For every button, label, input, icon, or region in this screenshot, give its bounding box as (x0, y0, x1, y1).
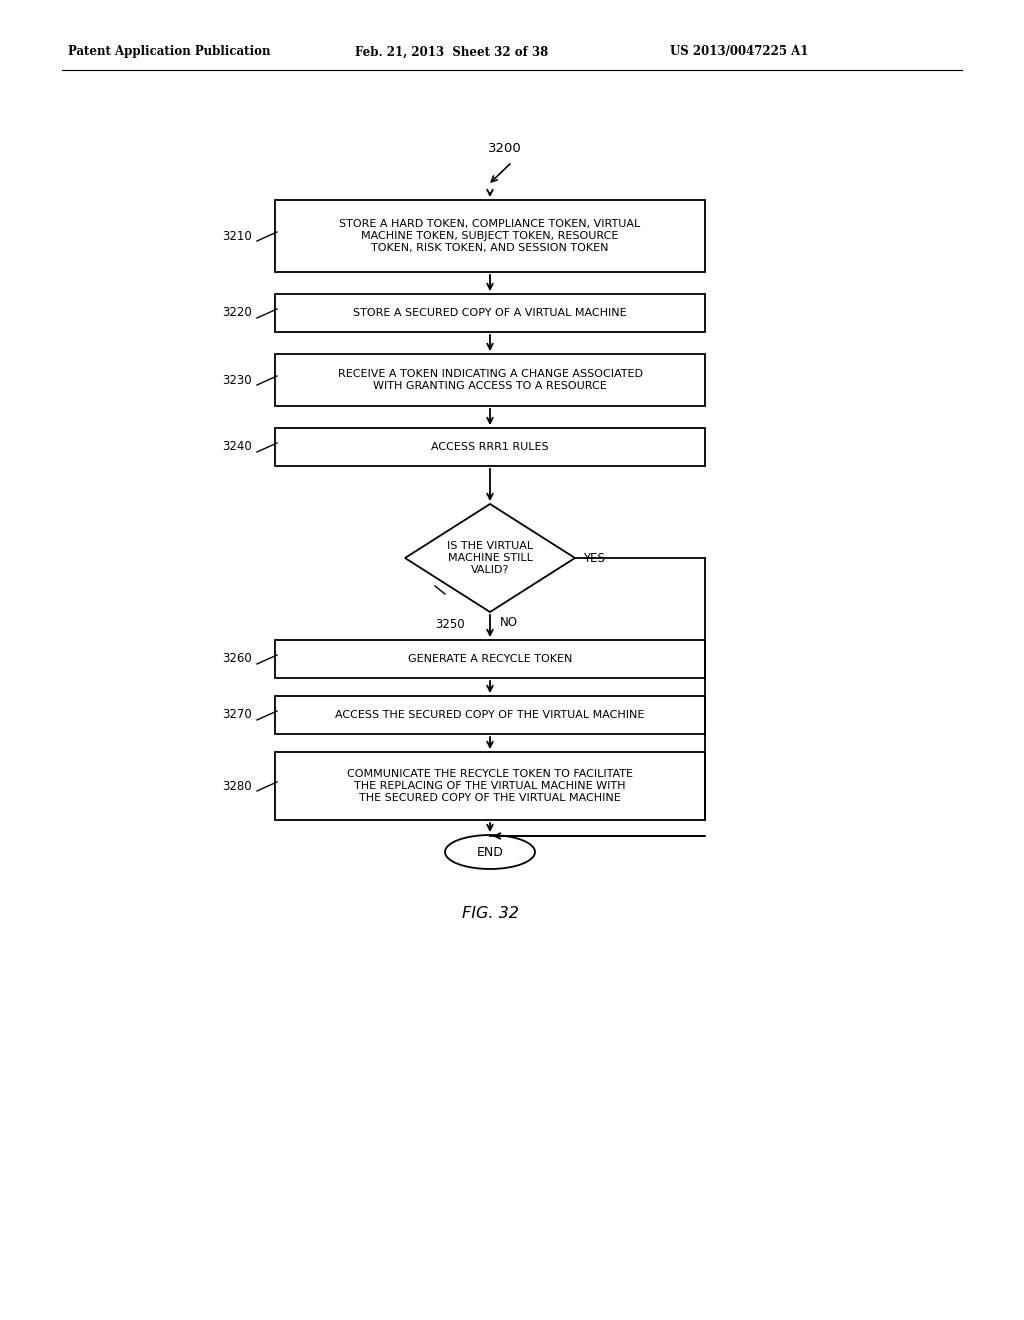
Text: FIG. 32: FIG. 32 (462, 907, 518, 921)
Text: 3250: 3250 (435, 618, 465, 631)
Text: END: END (476, 846, 504, 858)
FancyBboxPatch shape (275, 294, 705, 333)
Text: Feb. 21, 2013  Sheet 32 of 38: Feb. 21, 2013 Sheet 32 of 38 (355, 45, 548, 58)
FancyBboxPatch shape (275, 354, 705, 407)
Text: STORE A HARD TOKEN, COMPLIANCE TOKEN, VIRTUAL
MACHINE TOKEN, SUBJECT TOKEN, RESO: STORE A HARD TOKEN, COMPLIANCE TOKEN, VI… (339, 219, 641, 252)
FancyBboxPatch shape (275, 201, 705, 272)
Text: Patent Application Publication: Patent Application Publication (68, 45, 270, 58)
FancyBboxPatch shape (275, 428, 705, 466)
FancyBboxPatch shape (275, 752, 705, 820)
Text: 3210: 3210 (222, 230, 252, 243)
Text: YES: YES (583, 552, 605, 565)
Text: 3240: 3240 (222, 441, 252, 454)
Text: COMMUNICATE THE RECYCLE TOKEN TO FACILITATE
THE REPLACING OF THE VIRTUAL MACHINE: COMMUNICATE THE RECYCLE TOKEN TO FACILIT… (347, 770, 633, 803)
Text: GENERATE A RECYCLE TOKEN: GENERATE A RECYCLE TOKEN (408, 653, 572, 664)
Text: 3220: 3220 (222, 306, 252, 319)
Polygon shape (406, 504, 575, 612)
Text: ACCESS THE SECURED COPY OF THE VIRTUAL MACHINE: ACCESS THE SECURED COPY OF THE VIRTUAL M… (335, 710, 645, 719)
Text: 3270: 3270 (222, 709, 252, 722)
Text: ACCESS RRR1 RULES: ACCESS RRR1 RULES (431, 442, 549, 451)
Text: 3230: 3230 (222, 374, 252, 387)
Text: STORE A SECURED COPY OF A VIRTUAL MACHINE: STORE A SECURED COPY OF A VIRTUAL MACHIN… (353, 308, 627, 318)
Text: 3260: 3260 (222, 652, 252, 665)
Text: IS THE VIRTUAL
MACHINE STILL
VALID?: IS THE VIRTUAL MACHINE STILL VALID? (446, 541, 534, 574)
Text: 3280: 3280 (222, 780, 252, 792)
FancyBboxPatch shape (275, 640, 705, 678)
Text: US 2013/0047225 A1: US 2013/0047225 A1 (670, 45, 808, 58)
FancyBboxPatch shape (275, 696, 705, 734)
Text: NO: NO (500, 616, 518, 630)
Text: RECEIVE A TOKEN INDICATING A CHANGE ASSOCIATED
WITH GRANTING ACCESS TO A RESOURC: RECEIVE A TOKEN INDICATING A CHANGE ASSO… (338, 370, 642, 391)
Text: 3200: 3200 (488, 141, 522, 154)
Ellipse shape (445, 836, 535, 869)
